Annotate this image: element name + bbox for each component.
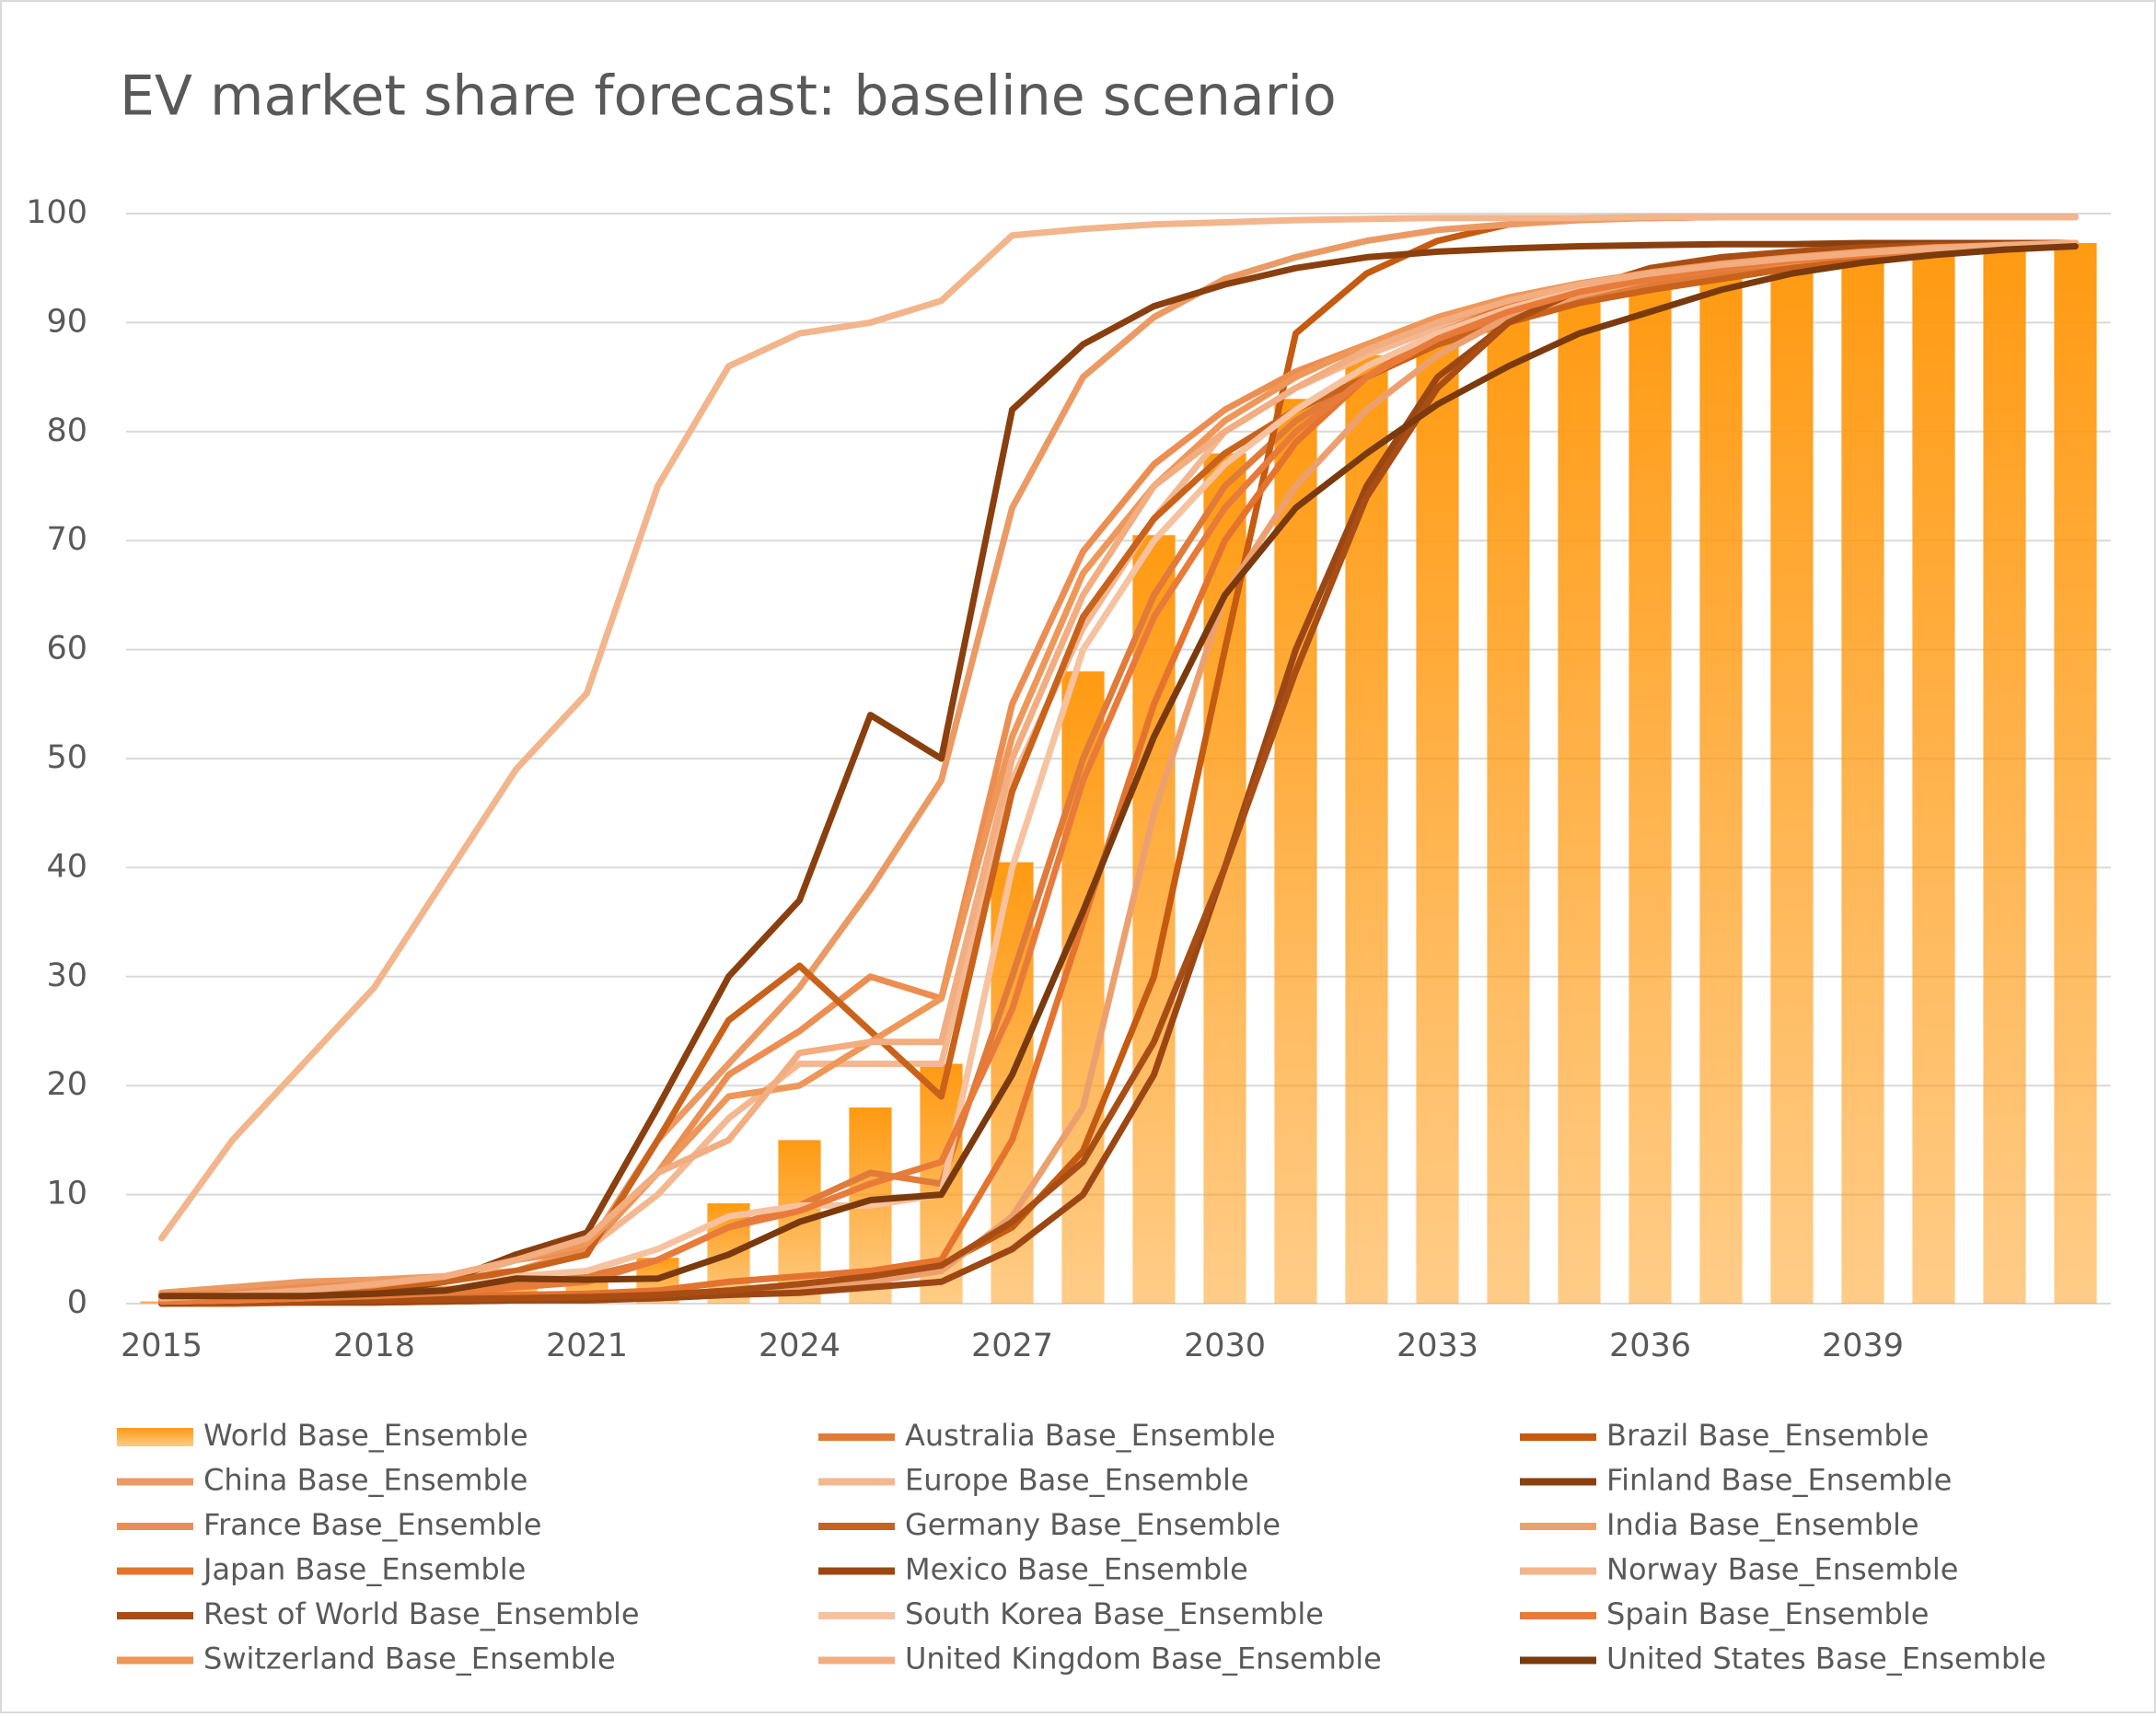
bar: [1416, 328, 1459, 1304]
legend-label: Rest of World Base_Ensemble: [203, 1596, 640, 1631]
legend-label: India Base_Ensemble: [1606, 1507, 1919, 1542]
legend-label: Switzerland Base_Ensemble: [203, 1642, 616, 1676]
x-tick-label: 2036: [1609, 1328, 1691, 1364]
y-tick-label: 100: [26, 194, 87, 231]
legend-label: Germany Base_Ensemble: [905, 1507, 1281, 1542]
legend-label: France Base_Ensemble: [203, 1507, 541, 1542]
x-tick-label: 2015: [121, 1328, 203, 1364]
y-tick-label: 50: [46, 739, 87, 776]
x-tick-label: 2039: [1822, 1328, 1904, 1364]
x-tick-label: 2033: [1397, 1328, 1478, 1364]
chart-title: EV market share forecast: baseline scena…: [120, 64, 1337, 129]
x-tick-label: 2021: [546, 1328, 628, 1364]
legend-label: United Kingdom Base_Ensemble: [905, 1642, 1382, 1676]
line: [158, 239, 2079, 1302]
bar: [1912, 251, 1955, 1305]
legend-label: China Base_Ensemble: [203, 1463, 527, 1498]
bar: [1770, 262, 1814, 1304]
bar: [1841, 257, 1884, 1304]
y-tick-label: 90: [46, 303, 87, 340]
legend-label: Spain Base_Ensemble: [1606, 1596, 1929, 1631]
y-tick-label: 40: [46, 848, 87, 885]
legend-label: United States Base_Ensemble: [1606, 1642, 2046, 1676]
y-tick-label: 30: [46, 957, 87, 994]
bar: [1699, 268, 1743, 1305]
line: [158, 239, 2079, 1306]
x-tick-label: 2024: [759, 1328, 840, 1364]
line: [158, 243, 2079, 1300]
bar: [1487, 306, 1530, 1304]
legend-label: Norway Base_Ensemble: [1606, 1552, 1958, 1587]
y-tick-label: 60: [46, 631, 87, 667]
legend-label: Europe Base_Ensemble: [905, 1463, 1249, 1498]
x-tick-label: 2018: [333, 1328, 415, 1364]
bar: [2054, 242, 2097, 1304]
x-tick-label: 2030: [1184, 1328, 1266, 1364]
bar: [1629, 279, 1672, 1304]
legend-label: Finland Base_Ensemble: [1606, 1463, 1952, 1498]
bar: [1983, 246, 2026, 1304]
y-tick-label: 10: [46, 1176, 87, 1212]
legend-label: World Base_Ensemble: [203, 1418, 528, 1453]
legend-swatch: [117, 1428, 193, 1446]
y-tick-label: 80: [46, 412, 87, 449]
y-tick-label: 70: [46, 521, 87, 558]
legend-label: South Korea Base_Ensemble: [905, 1596, 1324, 1631]
legend-label: Japan Base_Ensemble: [202, 1552, 526, 1587]
legend-label: Mexico Base_Ensemble: [905, 1552, 1248, 1587]
legend-label: Australia Base_Ensemble: [905, 1418, 1276, 1453]
legend-label: Brazil Base_Ensemble: [1606, 1418, 1929, 1453]
x-tick-label: 2027: [971, 1328, 1053, 1364]
bar: [1558, 289, 1601, 1304]
y-tick-label: 20: [46, 1066, 87, 1103]
bar: [1274, 399, 1317, 1304]
line: [158, 240, 2079, 1302]
y-tick-label: 0: [67, 1284, 87, 1321]
line: [158, 214, 2079, 1242]
